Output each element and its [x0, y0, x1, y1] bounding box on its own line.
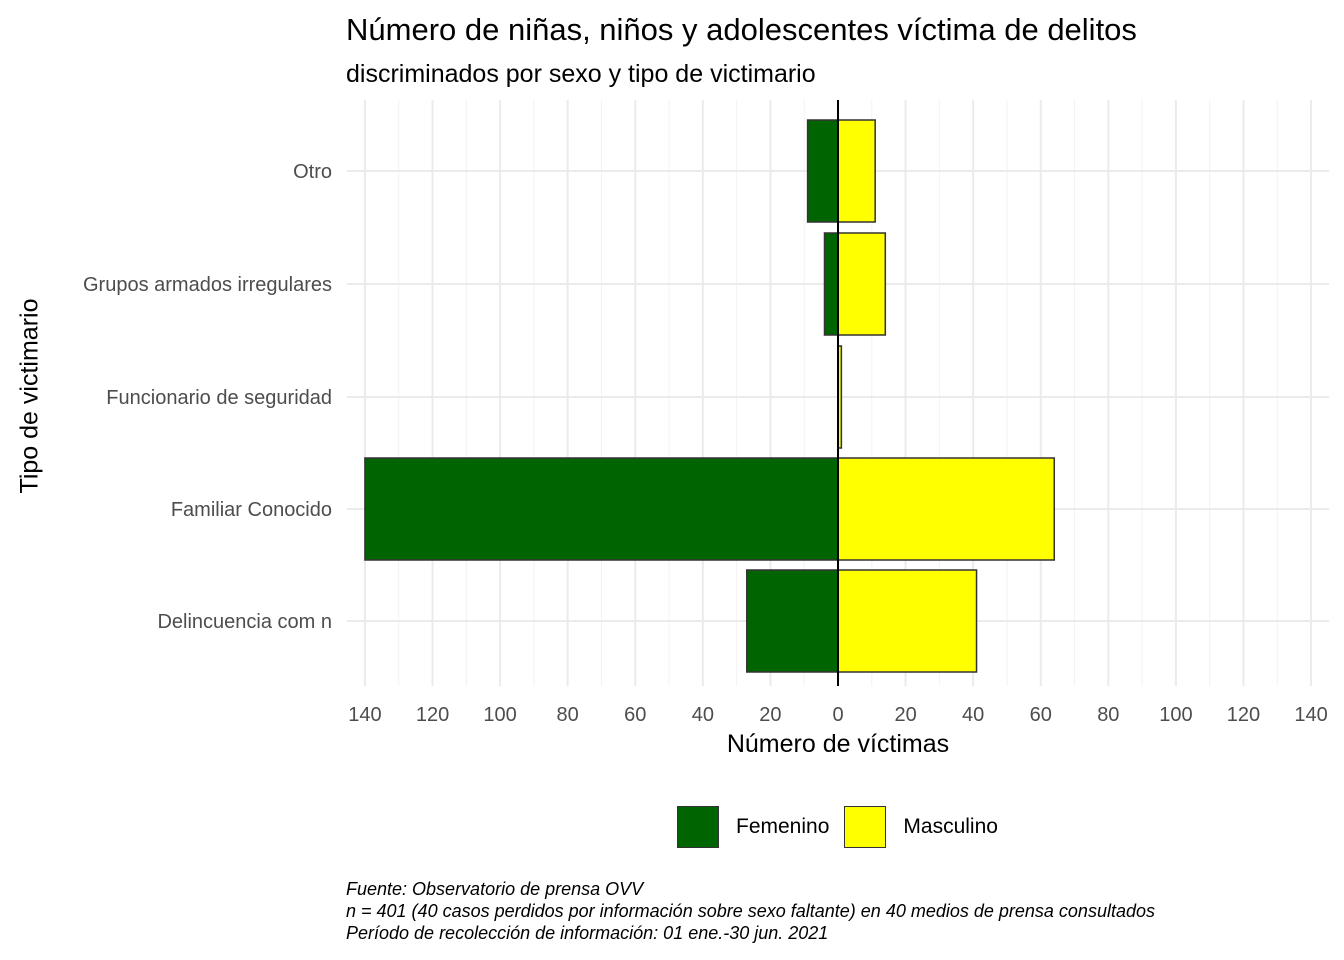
x-tick-label: 120 — [416, 704, 449, 726]
legend-key-masculino — [844, 806, 887, 848]
x-tick-label: 40 — [962, 704, 984, 726]
x-tick-label: 60 — [624, 704, 646, 726]
x-tick-label: 100 — [1159, 704, 1192, 726]
x-tick-label: 0 — [832, 704, 843, 726]
bar-masculino — [837, 457, 1056, 561]
y-axis-title: Tipo de victimario — [15, 298, 44, 494]
chart-title: Número de niñas, niños y adolescentes ví… — [346, 12, 1137, 47]
caption: Fuente: Observatorio de prensa OVV n = 4… — [346, 878, 1155, 944]
x-tick-label: 120 — [1227, 704, 1260, 726]
bar-masculino — [837, 569, 978, 673]
x-tick-label: 140 — [348, 704, 381, 726]
x-tick-label: 60 — [1030, 704, 1052, 726]
y-tick-label: Otro — [293, 161, 332, 183]
bar-masculino — [837, 119, 876, 223]
legend-label-femenino: Femenino — [736, 815, 830, 838]
x-tick-label: 80 — [1097, 704, 1119, 726]
x-tick-label: 40 — [692, 704, 714, 726]
x-tick-label: 100 — [483, 704, 516, 726]
x-tick-label: 20 — [894, 704, 916, 726]
y-tick-label: Grupos armados irregulares — [83, 274, 332, 296]
bar-masculino — [837, 232, 887, 336]
caption-sample: n = 401 (40 casos perdidos por informaci… — [346, 901, 1155, 921]
legend-key-femenino — [677, 806, 719, 848]
bar-femenino — [823, 232, 839, 336]
y-tick-label: Funcionario de seguridad — [106, 387, 332, 409]
x-tick-label: 80 — [557, 704, 579, 726]
caption-source: Fuente: Observatorio de prensa OVV — [346, 879, 644, 899]
chart-subtitle: discriminados por sexo y tipo de victima… — [346, 60, 816, 88]
y-tick-label: Familiar Conocido — [171, 499, 332, 521]
bar-femenino — [746, 569, 839, 673]
legend: Femenino Masculino — [677, 804, 1013, 850]
caption-period: Período de recolección de información: 0… — [346, 923, 829, 943]
x-tick-label: 20 — [759, 704, 781, 726]
bar-femenino — [806, 119, 839, 223]
bar-femenino — [364, 457, 839, 561]
x-tick-label: 140 — [1294, 704, 1327, 726]
legend-label-masculino: Masculino — [903, 815, 998, 838]
y-tick-label: Delincuencia com n — [157, 611, 332, 633]
x-axis-title: Número de víctimas — [726, 730, 950, 758]
